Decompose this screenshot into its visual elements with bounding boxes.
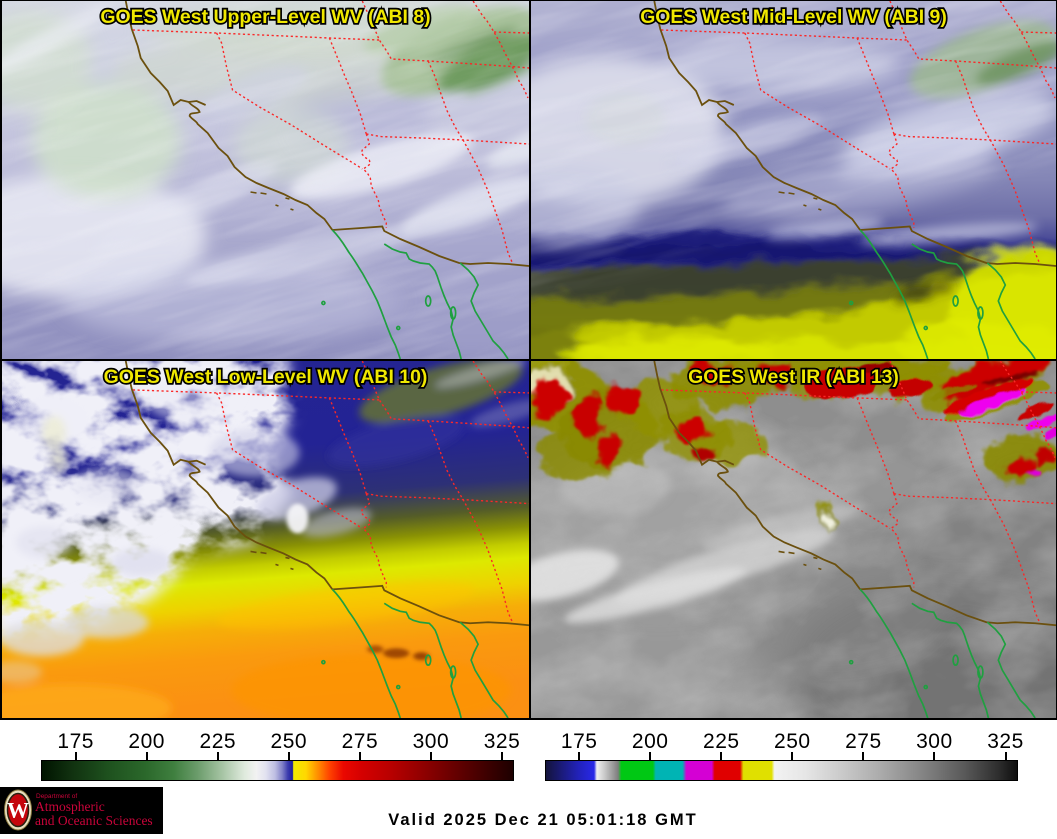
svg-text:W: W [7,798,29,823]
svg-text:GOES West Low-Level WV (ABI 10: GOES West Low-Level WV (ABI 10) [104,366,428,388]
svg-text:GOES West Upper-Level WV (ABI: GOES West Upper-Level WV (ABI 8) [100,6,430,28]
svg-text:GOES West IR (ABI 13): GOES West IR (ABI 13) [688,366,899,388]
svg-text:Atmospheric: Atmospheric [35,799,105,814]
svg-text:and Oceanic Sciences: and Oceanic Sciences [35,813,153,828]
svg-text:GOES West Mid-Level WV (ABI 9): GOES West Mid-Level WV (ABI 9) [640,6,947,28]
svg-text:Department of: Department of [36,793,77,800]
